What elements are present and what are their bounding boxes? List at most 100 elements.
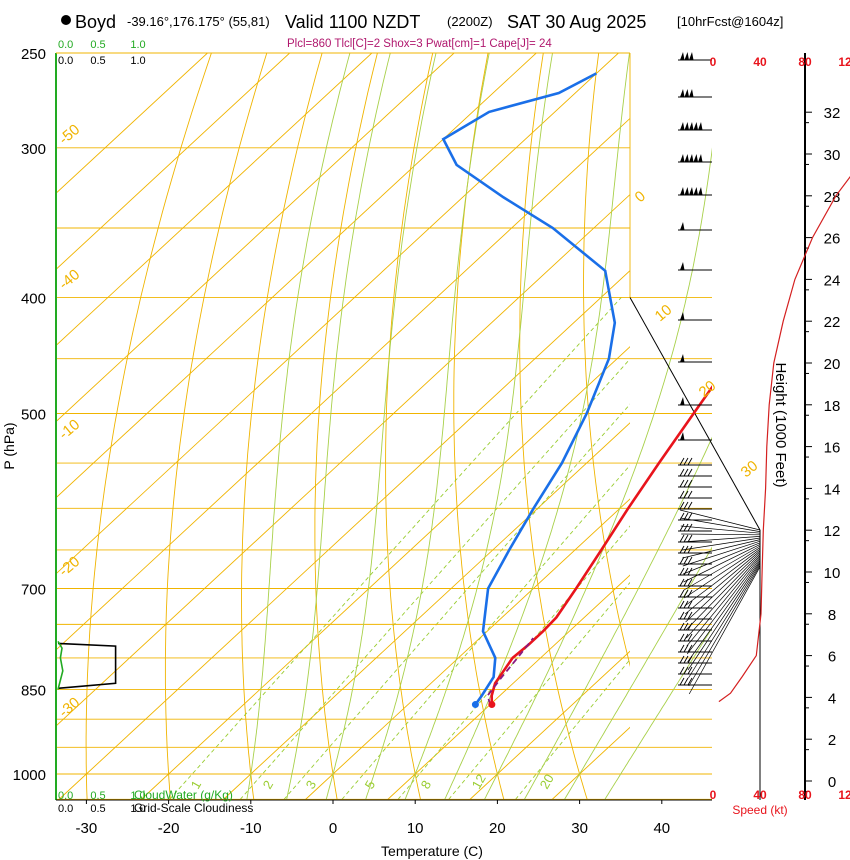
wind-barb-feather	[687, 501, 693, 510]
wind-barb-feather	[679, 523, 685, 532]
isotherm-line	[387, 574, 630, 800]
wind-barb-fan	[688, 563, 761, 679]
wind-barb-flag	[680, 354, 685, 362]
wind-barb-fan	[686, 556, 761, 647]
moist-adiabat	[564, 546, 712, 800]
moist-adiabat	[246, 53, 351, 800]
isotherm-line	[469, 650, 630, 800]
wind-barb-feather	[683, 677, 689, 686]
wind-barb-flag	[680, 52, 685, 60]
surface-temperature-point	[488, 701, 496, 709]
dry-adiabat	[453, 53, 505, 800]
dry-adiabat	[85, 53, 212, 800]
wind-barb-flag	[693, 187, 698, 195]
wind-barb-feather	[679, 578, 685, 587]
height-tick-label: 6	[828, 649, 836, 666]
height-tick-label: 28	[824, 189, 841, 206]
x-tick-label: 40	[653, 820, 670, 837]
x-tick-label: 20	[489, 820, 506, 837]
station-location: -39.16°,176.175° (55,81)	[127, 14, 270, 29]
cloudwater-bottom-tick: 0.5	[90, 790, 105, 802]
wind-barb-fan	[679, 509, 761, 531]
wind-barb-flag	[680, 397, 685, 405]
wind-barb-feather	[679, 644, 685, 653]
surface-dewpoint-point	[471, 701, 479, 709]
wind-barb-flag	[684, 122, 689, 130]
moist-adiabat	[365, 53, 490, 800]
wind-barb-feather	[687, 556, 693, 565]
wind-barb-fan	[684, 547, 761, 599]
wind-barb-flag	[689, 89, 694, 97]
wind-barb-flag	[689, 122, 694, 130]
pressure-tick-label: 850	[21, 682, 46, 699]
isotherm-line	[58, 270, 630, 800]
wind-barb-feather	[683, 534, 689, 543]
wind-barb-feather	[687, 490, 693, 499]
wind-barb-fan	[686, 555, 761, 639]
x-axis-label: Temperature (C)	[381, 843, 483, 859]
wind-barb-feather	[679, 600, 685, 609]
temperature-profile	[490, 385, 712, 705]
isotherm-line	[56, 53, 537, 499]
wind-barb-flag	[680, 312, 685, 320]
cloudiness-profile	[57, 642, 117, 690]
parcel-profile	[486, 637, 534, 705]
speed-top-tick-label: 0	[710, 55, 717, 69]
speed-bottom-tick-label: 40	[753, 788, 767, 802]
height-tick-label: 18	[824, 398, 841, 415]
header: Boyd -39.16°,176.175° (55,81) Valid 1100…	[61, 12, 783, 50]
height-tick-label: 8	[828, 607, 836, 624]
cloudiness-bottom-tick: 1.0	[130, 803, 145, 815]
wind-barb-flag	[680, 154, 685, 162]
wind-barb-feather	[683, 556, 689, 565]
speed-top-tick-label: 80	[798, 55, 812, 69]
dry-adiabat	[385, 53, 434, 800]
wind-barb-flag	[680, 187, 685, 195]
height-tick-label: 12	[824, 523, 841, 540]
isotherm-line	[140, 346, 630, 800]
wind-barb-feather	[683, 468, 689, 477]
wind-barb-flag	[698, 187, 703, 195]
wind-barb-feather	[683, 490, 689, 499]
wind-barb-fan	[683, 542, 761, 575]
wind-barb-fan	[682, 539, 761, 559]
mixing-ratio-line	[283, 403, 630, 800]
station-name: Boyd	[75, 12, 116, 32]
height-axis-label: Height (1000 Feet)	[772, 362, 789, 487]
cloudiness-top-tick: 0.0	[58, 55, 73, 67]
height-tick-label: 2	[828, 732, 836, 749]
wind-barb-fan	[684, 550, 761, 615]
wind-barb-feather	[687, 611, 693, 620]
dry-adiabat	[164, 53, 268, 800]
wind-barb-fan	[687, 561, 761, 671]
wind-barb-feather	[679, 468, 685, 477]
height-tick-label: 26	[824, 231, 841, 248]
wind-barb-flag	[693, 122, 698, 130]
wind-barb-feather	[687, 677, 693, 686]
wind-barb-fan	[681, 537, 761, 551]
height-tick-label: 20	[824, 356, 841, 373]
height-tick-label: 14	[824, 481, 841, 498]
wind-barb-flag	[698, 154, 703, 162]
cloudwater-label: CloudWater (g/Kg)	[134, 788, 233, 802]
wind-barb-flag	[689, 187, 694, 195]
height-tick-label: 16	[824, 440, 841, 457]
wind-barb-feather	[683, 589, 689, 598]
pressure-tick-label: 300	[21, 141, 46, 158]
wind-barb-fan	[688, 565, 761, 687]
height-tick-label: 10	[824, 565, 841, 582]
pressure-tick-label: 250	[21, 46, 46, 63]
wind-barb-feather	[687, 523, 693, 532]
wind-barb-feather	[683, 479, 689, 488]
cloudiness-label: Grid-Scale Cloudiness	[134, 801, 253, 815]
wind-barb-feather	[687, 468, 693, 477]
wind-barb-fan	[680, 517, 761, 532]
mixing-ratio-line	[515, 658, 630, 800]
valid-time: Valid 1100 NZDT	[285, 12, 420, 32]
height-tick-label: 30	[824, 147, 841, 164]
y-axis-label: P (hPa)	[1, 422, 17, 469]
wind-barb-fan	[686, 558, 761, 655]
pressure-tick-label: 1000	[13, 767, 46, 784]
